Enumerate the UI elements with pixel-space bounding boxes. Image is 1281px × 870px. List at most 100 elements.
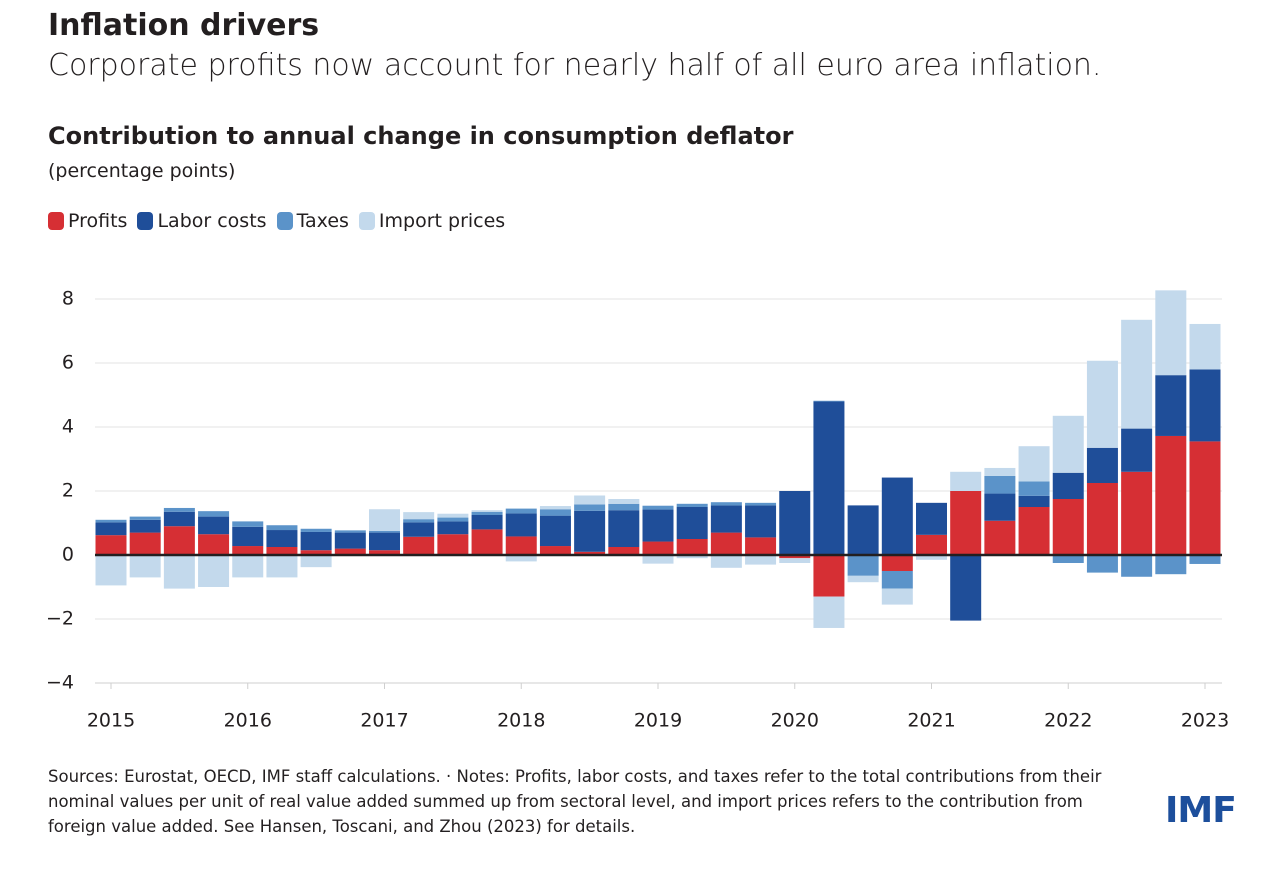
bar-segment bbox=[916, 555, 947, 560]
bar-segment bbox=[505, 555, 537, 562]
bar-segment bbox=[676, 503, 708, 507]
bar-segment bbox=[369, 532, 400, 551]
legend-label: Import prices bbox=[378, 210, 506, 232]
bar-segment bbox=[163, 526, 195, 555]
bar-segment bbox=[779, 491, 811, 555]
bar-segment bbox=[608, 503, 640, 511]
y-tick-label: 4 bbox=[62, 416, 74, 438]
bar-segment bbox=[813, 401, 845, 555]
bar-segment bbox=[1189, 323, 1221, 370]
bar-segment bbox=[163, 555, 195, 589]
bar-segment bbox=[471, 510, 503, 512]
bar-segment bbox=[574, 551, 606, 555]
chart: −4 −2 0 2 4 6 8 2015 2016 2017 2018 2019 2020 2021 202… bbox=[46, 288, 1229, 732]
bar-segment bbox=[847, 575, 879, 583]
bar-segment bbox=[916, 534, 947, 555]
bar-segment bbox=[847, 555, 879, 576]
bar-segment bbox=[676, 539, 708, 555]
legend-swatch bbox=[358, 212, 375, 230]
chart-title: Contribution to annual change in consump… bbox=[48, 122, 794, 150]
bar-segment bbox=[403, 536, 435, 555]
bar-segment bbox=[1121, 471, 1153, 555]
bar-segment bbox=[505, 536, 537, 555]
x-tick-label: 2018 bbox=[497, 710, 545, 732]
bar-segment bbox=[1086, 447, 1118, 483]
bar-segment bbox=[950, 555, 982, 621]
legend-item: Profits bbox=[48, 210, 127, 232]
bar-segment bbox=[710, 505, 742, 533]
bar-segment bbox=[266, 530, 298, 547]
bar-segment bbox=[710, 502, 742, 506]
bar-segment bbox=[1018, 481, 1050, 496]
bar-segment bbox=[300, 555, 332, 568]
bar-segment bbox=[232, 526, 264, 547]
bar-segment bbox=[984, 475, 1016, 494]
x-tick-label: 2016 bbox=[224, 710, 272, 732]
bar-segment bbox=[950, 471, 982, 491]
bar-segment bbox=[198, 516, 230, 535]
bar-segment bbox=[95, 519, 127, 523]
bar-segment bbox=[505, 508, 537, 514]
bar-segment bbox=[1086, 360, 1118, 448]
bar-segment bbox=[369, 531, 400, 533]
bar-segment bbox=[1155, 290, 1187, 376]
bar-segment bbox=[608, 510, 640, 547]
legend-swatch bbox=[48, 212, 64, 230]
legend-label: Profits bbox=[68, 210, 128, 232]
legend-label: Labor costs bbox=[157, 210, 267, 232]
bar-segment bbox=[1121, 319, 1153, 429]
bar-segment bbox=[642, 541, 674, 555]
bar-segment bbox=[984, 467, 1016, 476]
bar-segment bbox=[881, 555, 913, 571]
bar-segment bbox=[1018, 495, 1050, 507]
bar-segment bbox=[881, 571, 913, 589]
x-tick-label: 2023 bbox=[1181, 710, 1229, 732]
bar-segment bbox=[745, 502, 777, 506]
bar-segment bbox=[437, 521, 469, 535]
bar-segment bbox=[471, 529, 503, 555]
bar-segment bbox=[745, 505, 777, 538]
bar-segment bbox=[403, 519, 435, 523]
subtitle: Corporate profits now account for nearly… bbox=[48, 48, 1102, 83]
bar-segment bbox=[539, 506, 571, 510]
bar-segment bbox=[779, 555, 811, 559]
bar-segment bbox=[642, 509, 674, 542]
bar-segment bbox=[881, 477, 913, 555]
bar-segment bbox=[745, 537, 777, 555]
legend-swatch bbox=[137, 212, 154, 230]
legend-item: Labor costs bbox=[137, 210, 267, 232]
bar-segment bbox=[539, 515, 571, 547]
bar-segment bbox=[232, 546, 264, 555]
bar-segment bbox=[1189, 441, 1221, 555]
bar-segment bbox=[1189, 555, 1221, 564]
bar-segment bbox=[710, 555, 742, 568]
bar-segment bbox=[745, 555, 777, 565]
bar-segment bbox=[95, 522, 127, 536]
x-tick-label: 2022 bbox=[1044, 710, 1092, 732]
bar-segment bbox=[198, 534, 230, 555]
bar-segment bbox=[574, 495, 606, 505]
bar-segment bbox=[608, 547, 640, 555]
bar-segment bbox=[642, 505, 674, 510]
x-tick-label: 2021 bbox=[907, 710, 955, 732]
bar-segment bbox=[266, 555, 298, 578]
bar-segment bbox=[129, 555, 161, 578]
bar-segment bbox=[813, 400, 845, 402]
bar-segment bbox=[813, 555, 845, 597]
bar-segment bbox=[437, 534, 469, 555]
legend-item: Import prices bbox=[358, 210, 506, 232]
bar-segment bbox=[1155, 375, 1187, 436]
bar-segment bbox=[163, 507, 195, 512]
bar-segment bbox=[129, 516, 161, 520]
bar-segment bbox=[1155, 435, 1187, 555]
legend-item: Taxes bbox=[276, 210, 349, 232]
bar-segment bbox=[779, 558, 811, 563]
x-tick-label: 2015 bbox=[87, 710, 135, 732]
bar-segment bbox=[847, 505, 879, 555]
bar-segment bbox=[300, 531, 332, 551]
y-tick-label: −2 bbox=[46, 608, 74, 630]
bar-segment bbox=[369, 509, 400, 531]
unit-label: (percentage points) bbox=[48, 160, 236, 182]
bar-segment bbox=[1086, 483, 1118, 555]
